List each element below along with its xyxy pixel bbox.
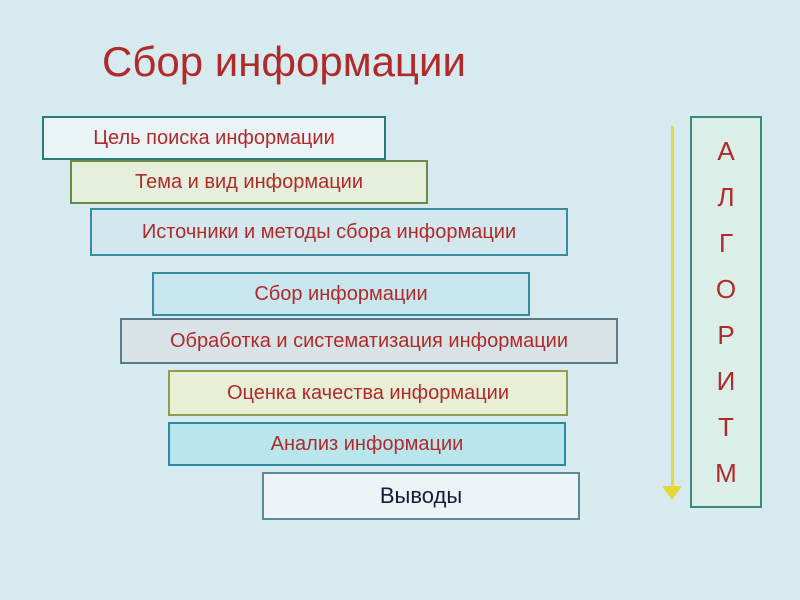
sidebar-letter-2: Г (719, 230, 733, 256)
step-box-7: Анализ информации (168, 422, 566, 466)
step-box-6: Оценка качества информации (168, 370, 568, 416)
sidebar-letter-4: Р (717, 322, 734, 348)
step-box-3: Источники и методы сбора информации (90, 208, 568, 256)
step-label-5: Обработка и систематизация информации (170, 330, 568, 353)
sidebar-letter-5: И (717, 368, 736, 394)
step-box-2: Тема и вид информации (70, 160, 428, 204)
flow-arrow-head-icon (662, 486, 682, 500)
flow-arrow-line (671, 126, 674, 486)
sidebar-letter-7: М (715, 460, 737, 486)
step-label-4: Сбор информации (254, 283, 427, 306)
step-box-5: Обработка и систематизация информации (120, 318, 618, 364)
step-label-7: Анализ информации (271, 433, 464, 456)
sidebar-letter-6: Т (718, 414, 734, 440)
sidebar-letter-0: А (717, 138, 734, 164)
algorithm-sidebar: АЛГОРИТМ (690, 116, 762, 508)
step-label-8: Выводы (380, 483, 462, 509)
step-label-6: Оценка качества информации (227, 382, 509, 405)
step-box-8: Выводы (262, 472, 580, 520)
page-title: Сбор информации (102, 38, 466, 86)
step-label-1: Цель поиска информации (93, 127, 334, 150)
step-label-3: Источники и методы сбора информации (142, 221, 516, 244)
step-box-1: Цель поиска информации (42, 116, 386, 160)
step-label-2: Тема и вид информации (135, 171, 363, 194)
sidebar-letter-1: Л (717, 184, 734, 210)
sidebar-letter-3: О (716, 276, 736, 302)
step-box-4: Сбор информации (152, 272, 530, 316)
